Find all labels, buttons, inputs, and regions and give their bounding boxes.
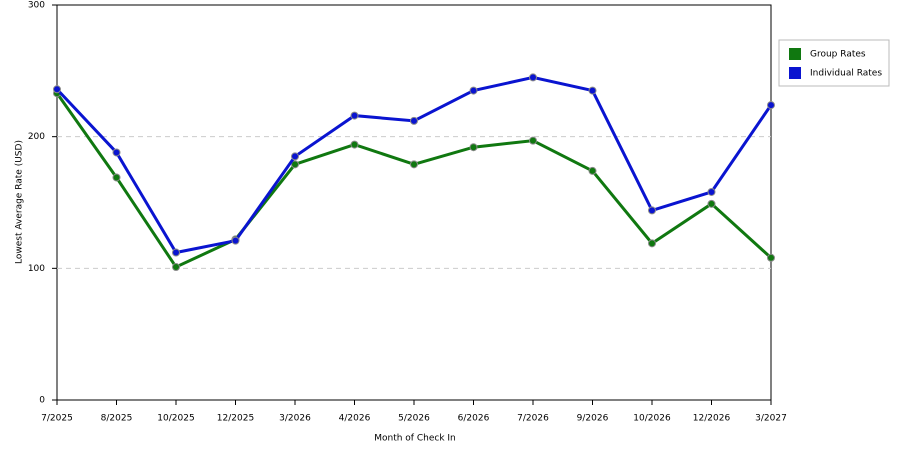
data-point xyxy=(588,166,597,175)
data-point xyxy=(291,152,299,161)
x-tick-label: 12/2026 xyxy=(693,414,731,424)
x-tick-label: 10/2025 xyxy=(157,414,194,424)
legend-box xyxy=(778,39,890,87)
data-point xyxy=(291,160,299,169)
data-point xyxy=(648,206,656,215)
x-tick-label: 10/2026 xyxy=(633,414,671,424)
legend-swatch xyxy=(789,67,801,79)
x-tick-label: 7/2026 xyxy=(517,414,549,424)
x-tick-label: 9/2026 xyxy=(577,414,609,424)
y-tick-label: 100 xyxy=(28,264,45,274)
data-point xyxy=(767,101,775,110)
data-point xyxy=(707,187,716,196)
data-point xyxy=(648,239,656,248)
y-tick-label: 300 xyxy=(28,1,45,11)
x-tick-label: 8/2025 xyxy=(101,414,133,424)
data-point xyxy=(231,236,240,245)
legend-label: Individual Rates xyxy=(810,69,882,79)
data-point xyxy=(112,173,121,182)
x-tick-label: 5/2026 xyxy=(398,414,430,424)
data-point xyxy=(112,148,121,157)
y-axis-label: Lowest Average Rate (USD) xyxy=(15,140,25,264)
data-point xyxy=(529,136,537,145)
x-tick-label: 4/2026 xyxy=(339,414,371,424)
data-point xyxy=(767,253,775,262)
data-point xyxy=(172,248,180,257)
x-tick-label: 12/2025 xyxy=(217,414,254,424)
y-tick-label: 0 xyxy=(39,396,45,406)
data-point xyxy=(469,143,478,152)
data-point xyxy=(588,86,597,95)
y-tick-label: 200 xyxy=(28,132,45,142)
data-point xyxy=(410,160,418,169)
data-point xyxy=(707,199,716,208)
x-axis-label: Month of Check In xyxy=(374,434,456,444)
plot-frame xyxy=(56,4,772,401)
data-point xyxy=(469,86,478,95)
x-tick-label: 6/2026 xyxy=(458,414,490,424)
data-point xyxy=(53,85,61,94)
x-tick-label: 7/2025 xyxy=(41,414,73,424)
legend-label: Group Rates xyxy=(810,50,866,60)
legend-swatch xyxy=(789,48,801,60)
data-point xyxy=(410,116,418,125)
x-tick-label: 3/2026 xyxy=(279,414,311,424)
data-point xyxy=(350,111,359,120)
x-tick-label: 3/2027 xyxy=(755,414,787,424)
data-point xyxy=(529,73,537,82)
data-point xyxy=(172,263,180,272)
data-point xyxy=(350,140,359,149)
